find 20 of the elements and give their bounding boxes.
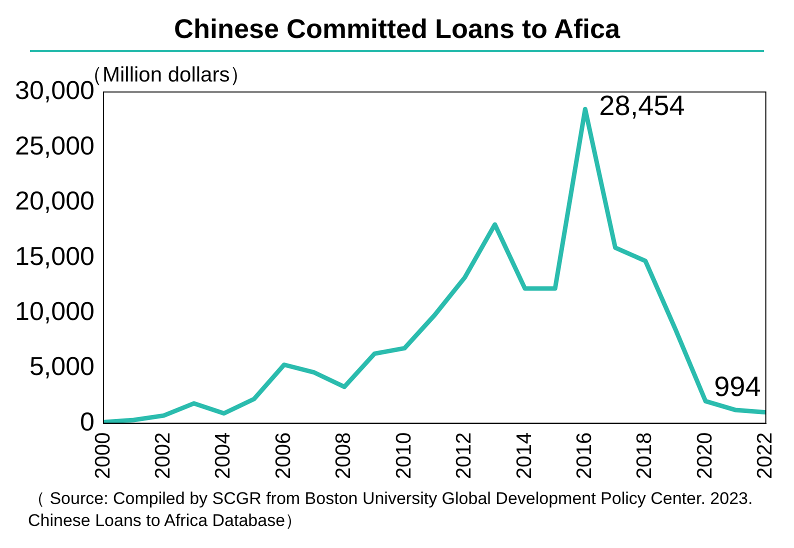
y-tick-label: 10,000 [14, 296, 95, 326]
x-tick-label: 2010 [392, 432, 416, 479]
text: （ Source: Compiled by SCGR from Boston University Global Development Policy Center. 2023. Chinese Loans to Africa Database） [27, 488, 754, 532]
x-tick-label: 2020 [693, 432, 716, 479]
data-label: 28,454 [599, 90, 685, 121]
x-tick-label: 2016 [572, 432, 596, 479]
x-tick-label: 2008 [332, 432, 356, 479]
y-tick-label: 20,000 [14, 186, 95, 216]
x-tick-label: 2012 [452, 432, 476, 479]
y-tick-label: 25,000 [14, 130, 95, 160]
x-tick-label: 2002 [152, 432, 175, 479]
y-tick-label: 15,000 [14, 240, 95, 271]
x-tick-label: 2006 [272, 432, 295, 479]
data-label: 994 [714, 371, 761, 402]
x-tick-label: 2004 [212, 432, 235, 479]
x-tick-label: 2022 [754, 432, 777, 479]
chart-title: Chinese Committed Loans to Afica [30, 0, 764, 52]
x-tick-label: 2014 [512, 432, 536, 479]
y-tick-label: 5,000 [29, 351, 95, 382]
x-tick-label: 2018 [633, 432, 656, 479]
